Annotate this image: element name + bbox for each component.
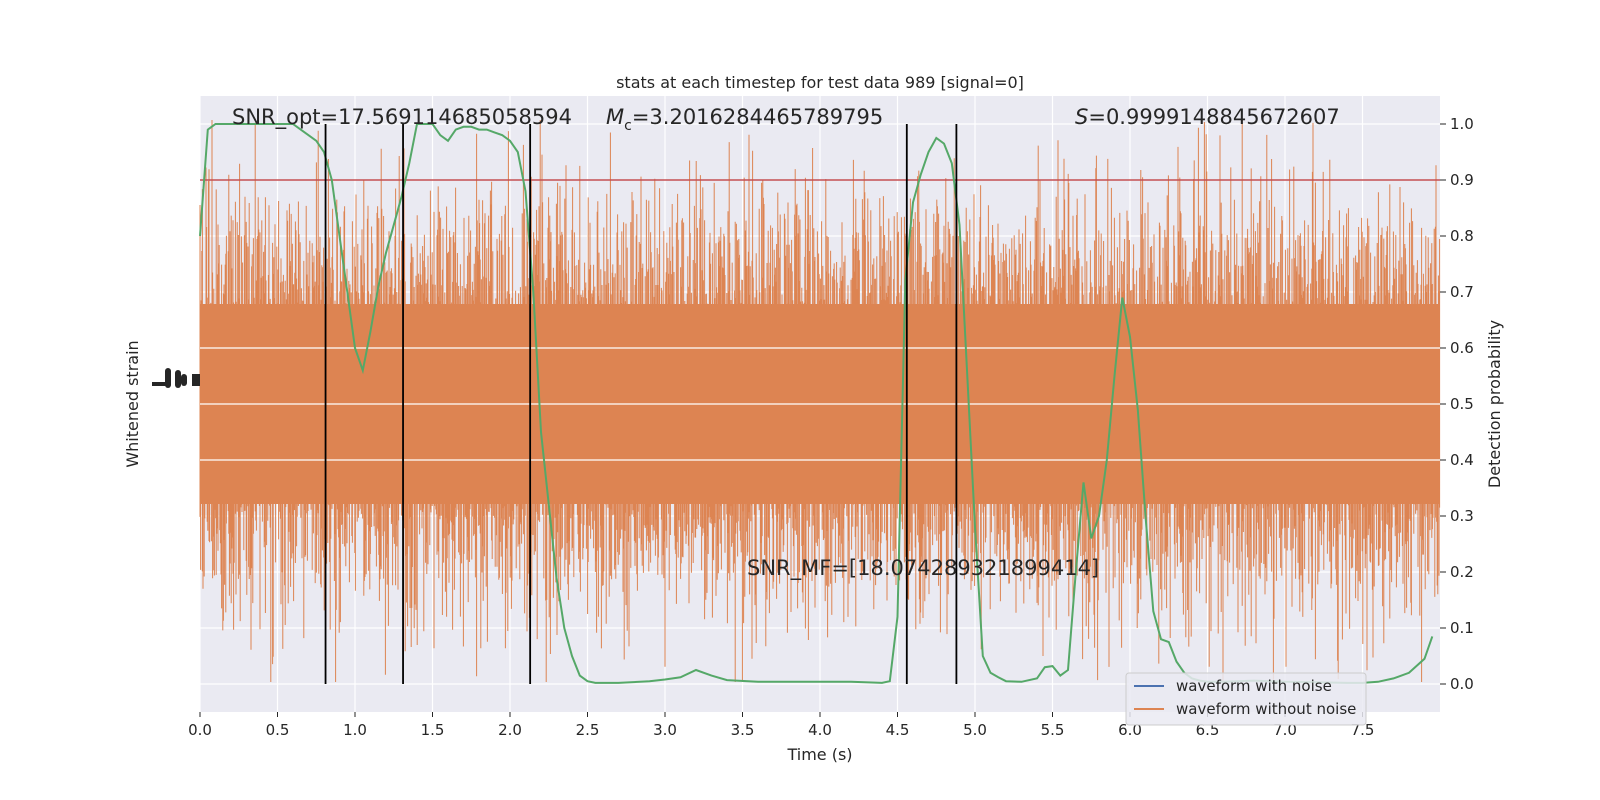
probability-line [199,123,1434,684]
y-right-tick-label: 0.3 [1450,507,1474,525]
y-right-tick-label: 0.8 [1450,227,1474,245]
y-axis-label-left: Whitened strain [123,340,142,467]
x-tick-label: 5.5 [1041,721,1065,739]
y-right-tick-label: 1.0 [1450,115,1474,133]
y-right-tick-label: 0.2 [1450,563,1474,581]
x-tick-label: 1.0 [343,721,367,739]
y-right-ticks: 0.0 0.1 0.2 0.3 0.4 0.5 0.6 0.7 0.8 0.9 1.0 [1440,115,1474,693]
x-tick-label: 0.5 [266,721,290,739]
y-right-tick-label: 0.0 [1450,675,1474,693]
y-axis-label-right: Detection probability [1485,320,1504,488]
x-axis-label: Time (s) [786,745,852,764]
y-right-tick-label: 0.4 [1450,451,1474,469]
legend-label-without-noise: waveform without noise [1176,700,1356,718]
x-tick-label: 4.5 [886,721,910,739]
y-right-tick-label: 0.7 [1450,283,1474,301]
legend-label-with-noise: waveform with noise [1176,677,1332,695]
x-tick-label: 1.5 [421,721,445,739]
y-right-tick-label: 0.5 [1450,395,1474,413]
y-right-tick-label: 0.1 [1450,619,1474,637]
left-axis-mark [152,368,200,388]
x-tick-label: 0.0 [188,721,212,739]
annotation-snr-mf: SNR_MF=[18.074289321899414] [747,556,1099,581]
annotation-mc: Mc=3.2016284465789795 [606,105,883,134]
legend: waveform with noise waveform without noi… [1125,672,1367,726]
y-right-tick-label: 0.6 [1450,339,1474,357]
strain-series-without-noise [199,120,1441,682]
y-right-tick-label: 0.9 [1450,171,1474,189]
probability-series [199,123,1434,684]
chart-title: stats at each timestep for test data 989… [616,73,1024,92]
x-tick-label: 3.5 [731,721,755,739]
x-tick-label: 4.0 [808,721,832,739]
x-tick-label: 2.0 [498,721,522,739]
vertical-lines [324,124,958,684]
legend-box [1125,672,1367,726]
annotation-snr-opt: SNR_opt=17.569114685058594 [232,105,572,130]
x-tick-label: 2.5 [576,721,600,739]
x-tick-label: 3.0 [653,721,677,739]
x-tick-label: 5.0 [963,721,987,739]
annotation-s: S=0.9999148845672607 [1075,105,1340,129]
